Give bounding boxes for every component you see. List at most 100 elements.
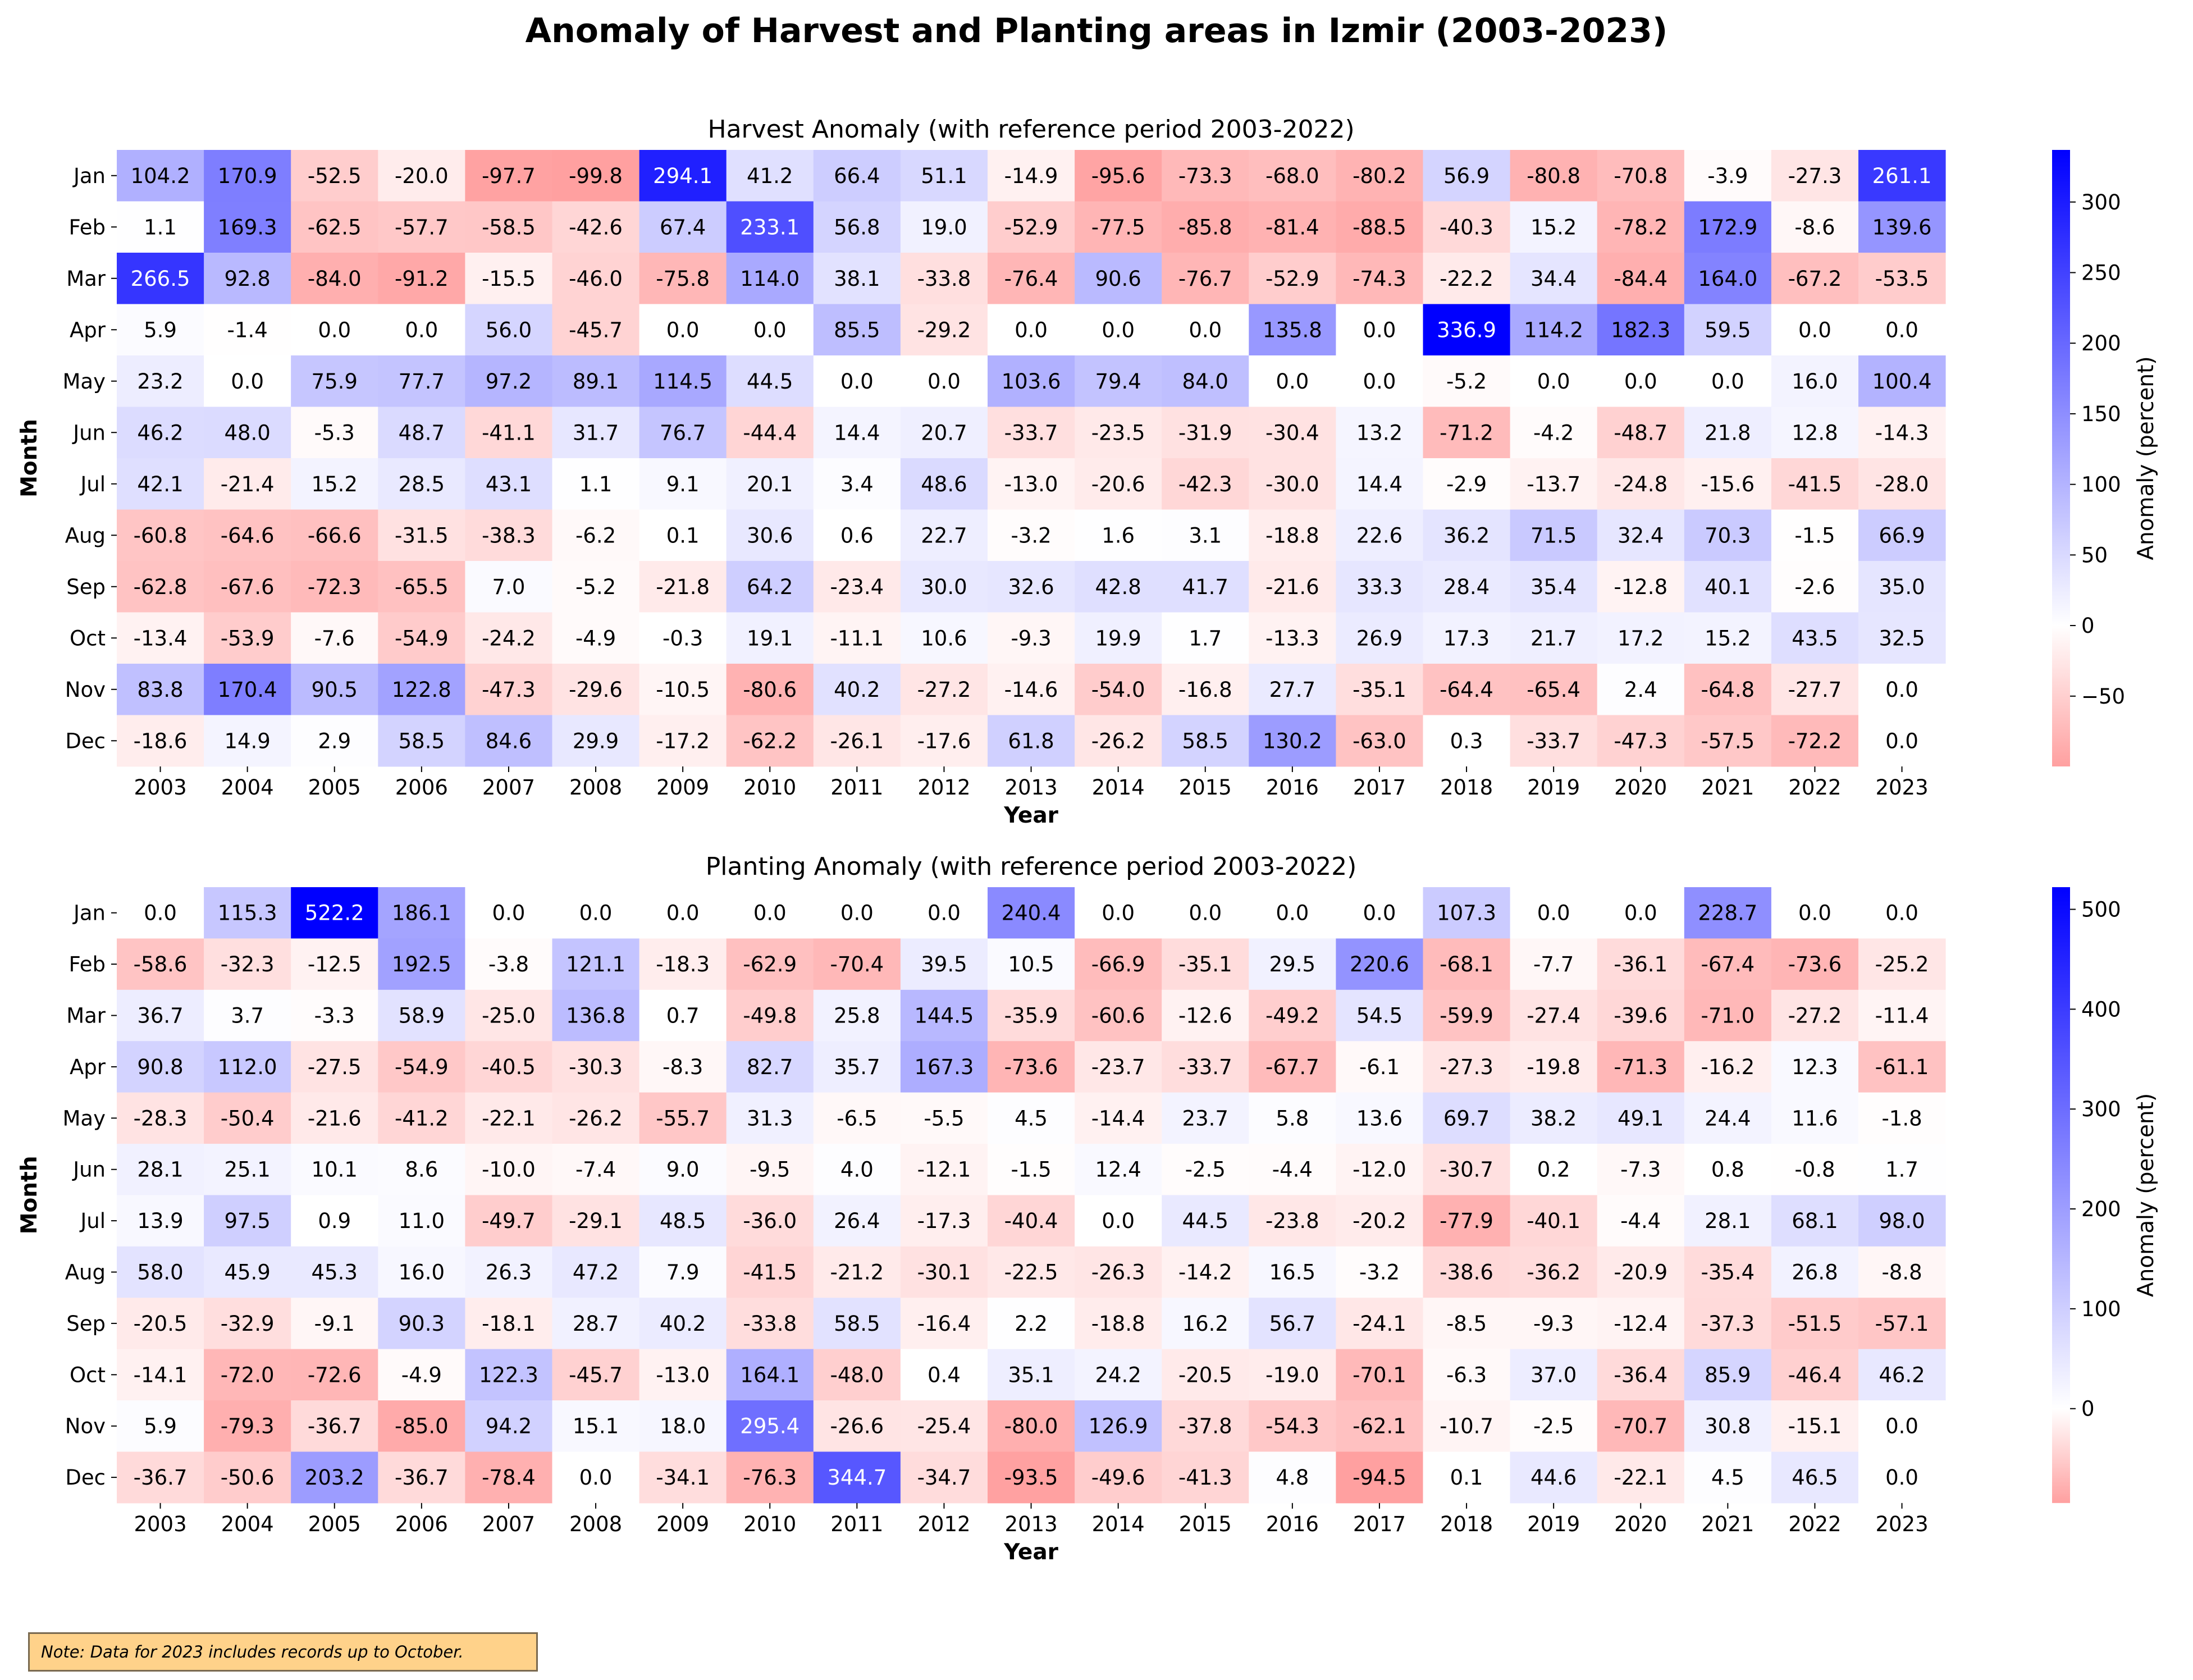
cell-value-label: -20.0 bbox=[395, 164, 449, 188]
cell-value-label: -40.5 bbox=[482, 1055, 536, 1079]
cell-value-label: -71.0 bbox=[1701, 1004, 1755, 1028]
cell-value-label: 12.4 bbox=[1095, 1158, 1141, 1182]
heatmap-cell bbox=[813, 561, 901, 613]
cell-value-label: -0.3 bbox=[663, 626, 703, 650]
cell-value-label: -27.3 bbox=[1440, 1055, 1493, 1079]
planting-panel-title: Planting Anomaly (with reference period … bbox=[706, 852, 1357, 881]
heatmap-cell bbox=[988, 612, 1075, 664]
y-tick-label: May bbox=[63, 1106, 106, 1130]
heatmap-cell bbox=[813, 612, 901, 664]
cell-value-label: -55.7 bbox=[656, 1106, 710, 1130]
heatmap-cell bbox=[988, 561, 1075, 613]
heatmap-cell bbox=[1858, 887, 1946, 939]
heatmap-cell bbox=[291, 612, 378, 664]
cell-value-label: 0.1 bbox=[666, 523, 700, 547]
heatmap-cell bbox=[1858, 938, 1946, 990]
cell-value-label: -4.9 bbox=[575, 626, 616, 650]
heatmap-cell bbox=[1510, 1400, 1598, 1452]
heatmap-cell bbox=[1684, 1400, 1772, 1452]
heatmap-cell bbox=[639, 304, 727, 356]
heatmap-cell bbox=[1684, 304, 1772, 356]
heatmap-cell bbox=[378, 458, 465, 510]
cell-value-label: 0.0 bbox=[928, 901, 961, 925]
cell-value-label: 14.9 bbox=[224, 729, 270, 753]
heatmap-cell bbox=[1249, 1144, 1336, 1195]
cell-value-label: -54.0 bbox=[1091, 678, 1145, 702]
cell-value-label: -22.1 bbox=[1614, 1466, 1667, 1490]
x-tick-label: 2010 bbox=[743, 1512, 796, 1536]
heatmap-cell bbox=[552, 1400, 640, 1452]
cell-value-label: 0.0 bbox=[405, 318, 438, 342]
x-tick-label: 2021 bbox=[1701, 1512, 1754, 1536]
heatmap-cell bbox=[813, 1451, 901, 1504]
x-tick-label: 2019 bbox=[1527, 775, 1580, 800]
heatmap-cell bbox=[117, 253, 204, 304]
heatmap-cell bbox=[1249, 989, 1336, 1042]
cell-value-label: 54.5 bbox=[1356, 1004, 1402, 1028]
heatmap-cell bbox=[1684, 1144, 1772, 1195]
x-tick-label: 2020 bbox=[1614, 775, 1667, 800]
heatmap-cell bbox=[465, 1451, 552, 1504]
heatmap-cell bbox=[900, 715, 988, 767]
cell-value-label: -64.8 bbox=[1701, 678, 1755, 702]
heatmap-cell bbox=[1771, 1400, 1859, 1452]
heatmap-cell bbox=[204, 407, 291, 459]
heatmap-cell bbox=[117, 355, 204, 407]
cell-value-label: -4.4 bbox=[1272, 1158, 1313, 1182]
cell-value-label: -7.4 bbox=[575, 1158, 616, 1182]
heatmap-cell bbox=[726, 253, 814, 304]
heatmap-cell bbox=[900, 612, 988, 664]
cell-value-label: -30.1 bbox=[917, 1261, 971, 1285]
x-tick-label: 2021 bbox=[1701, 775, 1754, 800]
cell-value-label: -36.7 bbox=[395, 1466, 449, 1490]
heatmap-cell bbox=[378, 887, 465, 939]
heatmap-cell bbox=[900, 1246, 988, 1298]
cell-value-label: 0.2 bbox=[1537, 1158, 1570, 1182]
heatmap-cell bbox=[291, 989, 378, 1042]
cell-value-label: -8.3 bbox=[663, 1055, 703, 1079]
y-tick-label: Mar bbox=[66, 267, 106, 291]
cell-value-label: 27.7 bbox=[1269, 678, 1315, 702]
cell-value-label: 25.1 bbox=[224, 1158, 270, 1182]
x-tick-label: 2016 bbox=[1266, 1512, 1319, 1536]
heatmap-cell bbox=[204, 304, 291, 356]
heatmap-cell bbox=[1510, 1092, 1598, 1144]
cell-value-label: -9.5 bbox=[750, 1158, 790, 1182]
heatmap-cell bbox=[117, 989, 204, 1042]
heatmap-cell bbox=[1510, 664, 1598, 715]
heatmap-cell bbox=[1249, 938, 1336, 990]
heatmap-cell bbox=[726, 989, 814, 1042]
heatmap-cell bbox=[1423, 304, 1511, 356]
heatmap-cell bbox=[1510, 304, 1598, 356]
cell-value-label: 170.9 bbox=[218, 164, 277, 188]
cell-value-label: 0.0 bbox=[318, 318, 351, 342]
heatmap-cell bbox=[1684, 253, 1772, 304]
heatmap-cell bbox=[1162, 1195, 1249, 1247]
heatmap-cell bbox=[1162, 150, 1249, 202]
heatmap-cell bbox=[117, 612, 204, 664]
heatmap-cell bbox=[726, 612, 814, 664]
heatmap-cell bbox=[1684, 1195, 1772, 1247]
heatmap-cell bbox=[988, 150, 1075, 202]
heatmap-cell bbox=[1510, 201, 1598, 253]
cell-value-label: 0.0 bbox=[840, 369, 874, 394]
heatmap-cell bbox=[639, 1451, 727, 1504]
heatmap-cell bbox=[1510, 1246, 1598, 1298]
cell-value-label: 84.0 bbox=[1182, 369, 1228, 394]
heatmap-cell bbox=[1423, 1041, 1511, 1093]
cell-value-label: -21.4 bbox=[221, 472, 275, 496]
cell-value-label: -80.0 bbox=[1004, 1414, 1058, 1439]
cell-value-label: -70.8 bbox=[1614, 164, 1667, 188]
cell-value-label: 71.5 bbox=[1530, 523, 1577, 547]
cell-value-label: 0.0 bbox=[1189, 901, 1222, 925]
heatmap-cell bbox=[291, 355, 378, 407]
heatmap-cell bbox=[726, 664, 814, 715]
cell-value-label: -20.9 bbox=[1614, 1261, 1667, 1285]
cell-value-label: 45.3 bbox=[312, 1261, 358, 1285]
heatmap-cell bbox=[1597, 1298, 1685, 1350]
cell-value-label: -70.1 bbox=[1353, 1363, 1406, 1387]
heatmap-cell bbox=[1597, 1092, 1685, 1144]
heatmap-cell bbox=[1684, 1298, 1772, 1350]
heatmap-cell bbox=[813, 1400, 901, 1452]
cell-value-label: -41.2 bbox=[395, 1106, 449, 1130]
